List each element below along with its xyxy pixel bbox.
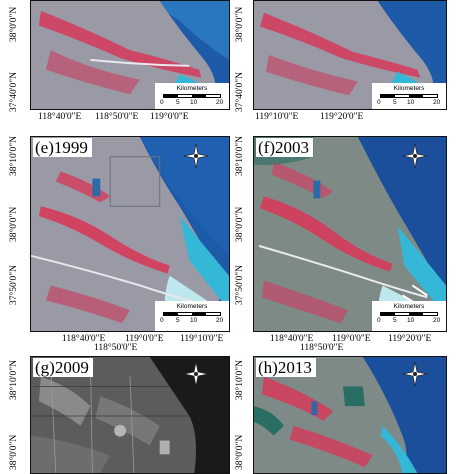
scale-tick: 10 bbox=[407, 99, 415, 106]
scale-tick: 0 bbox=[160, 317, 164, 324]
scale-tick: 20 bbox=[433, 317, 441, 324]
latitude-label: 38°10'0"N bbox=[235, 136, 245, 176]
map-panel-2013: (h)2013 bbox=[253, 356, 447, 474]
latitude-label: 38°0'0"N bbox=[235, 6, 245, 42]
longitude-label: 118°50'0"E bbox=[95, 112, 139, 122]
latitude-label: 38°0'0"N bbox=[235, 206, 245, 242]
latitude-label: 37°50'0"N bbox=[235, 265, 245, 305]
scale-bar-title: Kilometers bbox=[393, 303, 425, 310]
longitude-label: 119°10'0"E bbox=[255, 112, 299, 122]
panel-label: (f)2003 bbox=[256, 138, 313, 157]
scale-bar: Kilometers 0 5 10 20 bbox=[155, 83, 229, 109]
map-panel-1999: (e)1999 Kilometers 0 5 10 20 bbox=[30, 136, 230, 332]
compass-rose-icon bbox=[402, 361, 428, 387]
scale-bar-title: Kilometers bbox=[176, 85, 208, 92]
longitude-label: 119°20'0"E bbox=[388, 334, 432, 344]
scale-bar-title: Kilometers bbox=[393, 85, 425, 92]
latitude-label: 38°10'0"N bbox=[9, 136, 19, 176]
map-panel-2009: (g)2009 bbox=[30, 356, 230, 474]
latitude-label: 38°0'0"N bbox=[9, 6, 19, 42]
scale-tick: 20 bbox=[216, 317, 224, 324]
scale-tick: 20 bbox=[433, 99, 441, 106]
longitude-label: 118°50'0"E bbox=[94, 343, 138, 353]
longitude-label: 119°0'0"E bbox=[125, 334, 164, 344]
scale-bar: Kilometers 0 5 10 20 bbox=[155, 301, 229, 331]
latitude-label: 37°40'0"N bbox=[9, 72, 19, 112]
scale-tick: 0 bbox=[377, 317, 381, 324]
longitude-label: 119°20'0"E bbox=[320, 112, 364, 122]
map-panel-top-left: Kilometers 0 5 10 20 bbox=[30, 0, 230, 110]
longitude-label: 118°40'0"E bbox=[270, 334, 314, 344]
panel-label: (e)1999 bbox=[33, 138, 92, 157]
latitude-label: 37°40'0"N bbox=[235, 72, 245, 112]
latitude-label: 37°50'0"N bbox=[9, 265, 19, 305]
map-panel-top-right: Kilometers 0 5 10 20 bbox=[253, 0, 447, 110]
latitude-label: 38°0'0"N bbox=[9, 434, 19, 470]
scale-tick: 5 bbox=[176, 99, 180, 106]
scale-bar: Kilometers 0 5 10 20 bbox=[372, 301, 446, 331]
longitude-label: 118°40'0"E bbox=[62, 334, 106, 344]
longitude-label: 119°0'0"E bbox=[332, 334, 371, 344]
longitude-label: 118°40'0"E bbox=[38, 112, 82, 122]
panel-label: (g)2009 bbox=[33, 358, 93, 377]
scale-tick: 10 bbox=[190, 99, 198, 106]
scale-bar: Kilometers 0 5 10 20 bbox=[372, 83, 446, 109]
latitude-label: 38°0'0"N bbox=[9, 206, 19, 242]
longitude-label: 118°50'0"E bbox=[300, 343, 344, 353]
scale-tick: 10 bbox=[407, 317, 415, 324]
compass-rose-icon bbox=[183, 143, 209, 169]
longitude-label: 119°10'0"E bbox=[180, 334, 224, 344]
scale-tick: 20 bbox=[216, 99, 224, 106]
latitude-label: 38°0'0"N bbox=[235, 434, 245, 470]
scale-tick: 0 bbox=[160, 99, 164, 106]
scale-tick: 5 bbox=[393, 317, 397, 324]
scale-tick: 5 bbox=[393, 99, 397, 106]
satellite-image bbox=[31, 137, 229, 331]
latitude-label: 38°10'0"N bbox=[9, 360, 19, 400]
panel-label: (h)2013 bbox=[256, 358, 316, 377]
satellite-image bbox=[31, 1, 229, 109]
scale-tick: 5 bbox=[176, 317, 180, 324]
scale-tick: 0 bbox=[377, 99, 381, 106]
map-panel-2003: (f)2003 Kilometers 0 5 10 20 bbox=[253, 136, 447, 332]
compass-rose-icon bbox=[183, 361, 209, 387]
longitude-label: 119°0'0"E bbox=[150, 112, 189, 122]
compass-rose-icon bbox=[402, 143, 428, 169]
scale-bar-title: Kilometers bbox=[176, 303, 208, 310]
latitude-label: 38°10'0"N bbox=[235, 360, 245, 400]
scale-tick: 10 bbox=[190, 317, 198, 324]
